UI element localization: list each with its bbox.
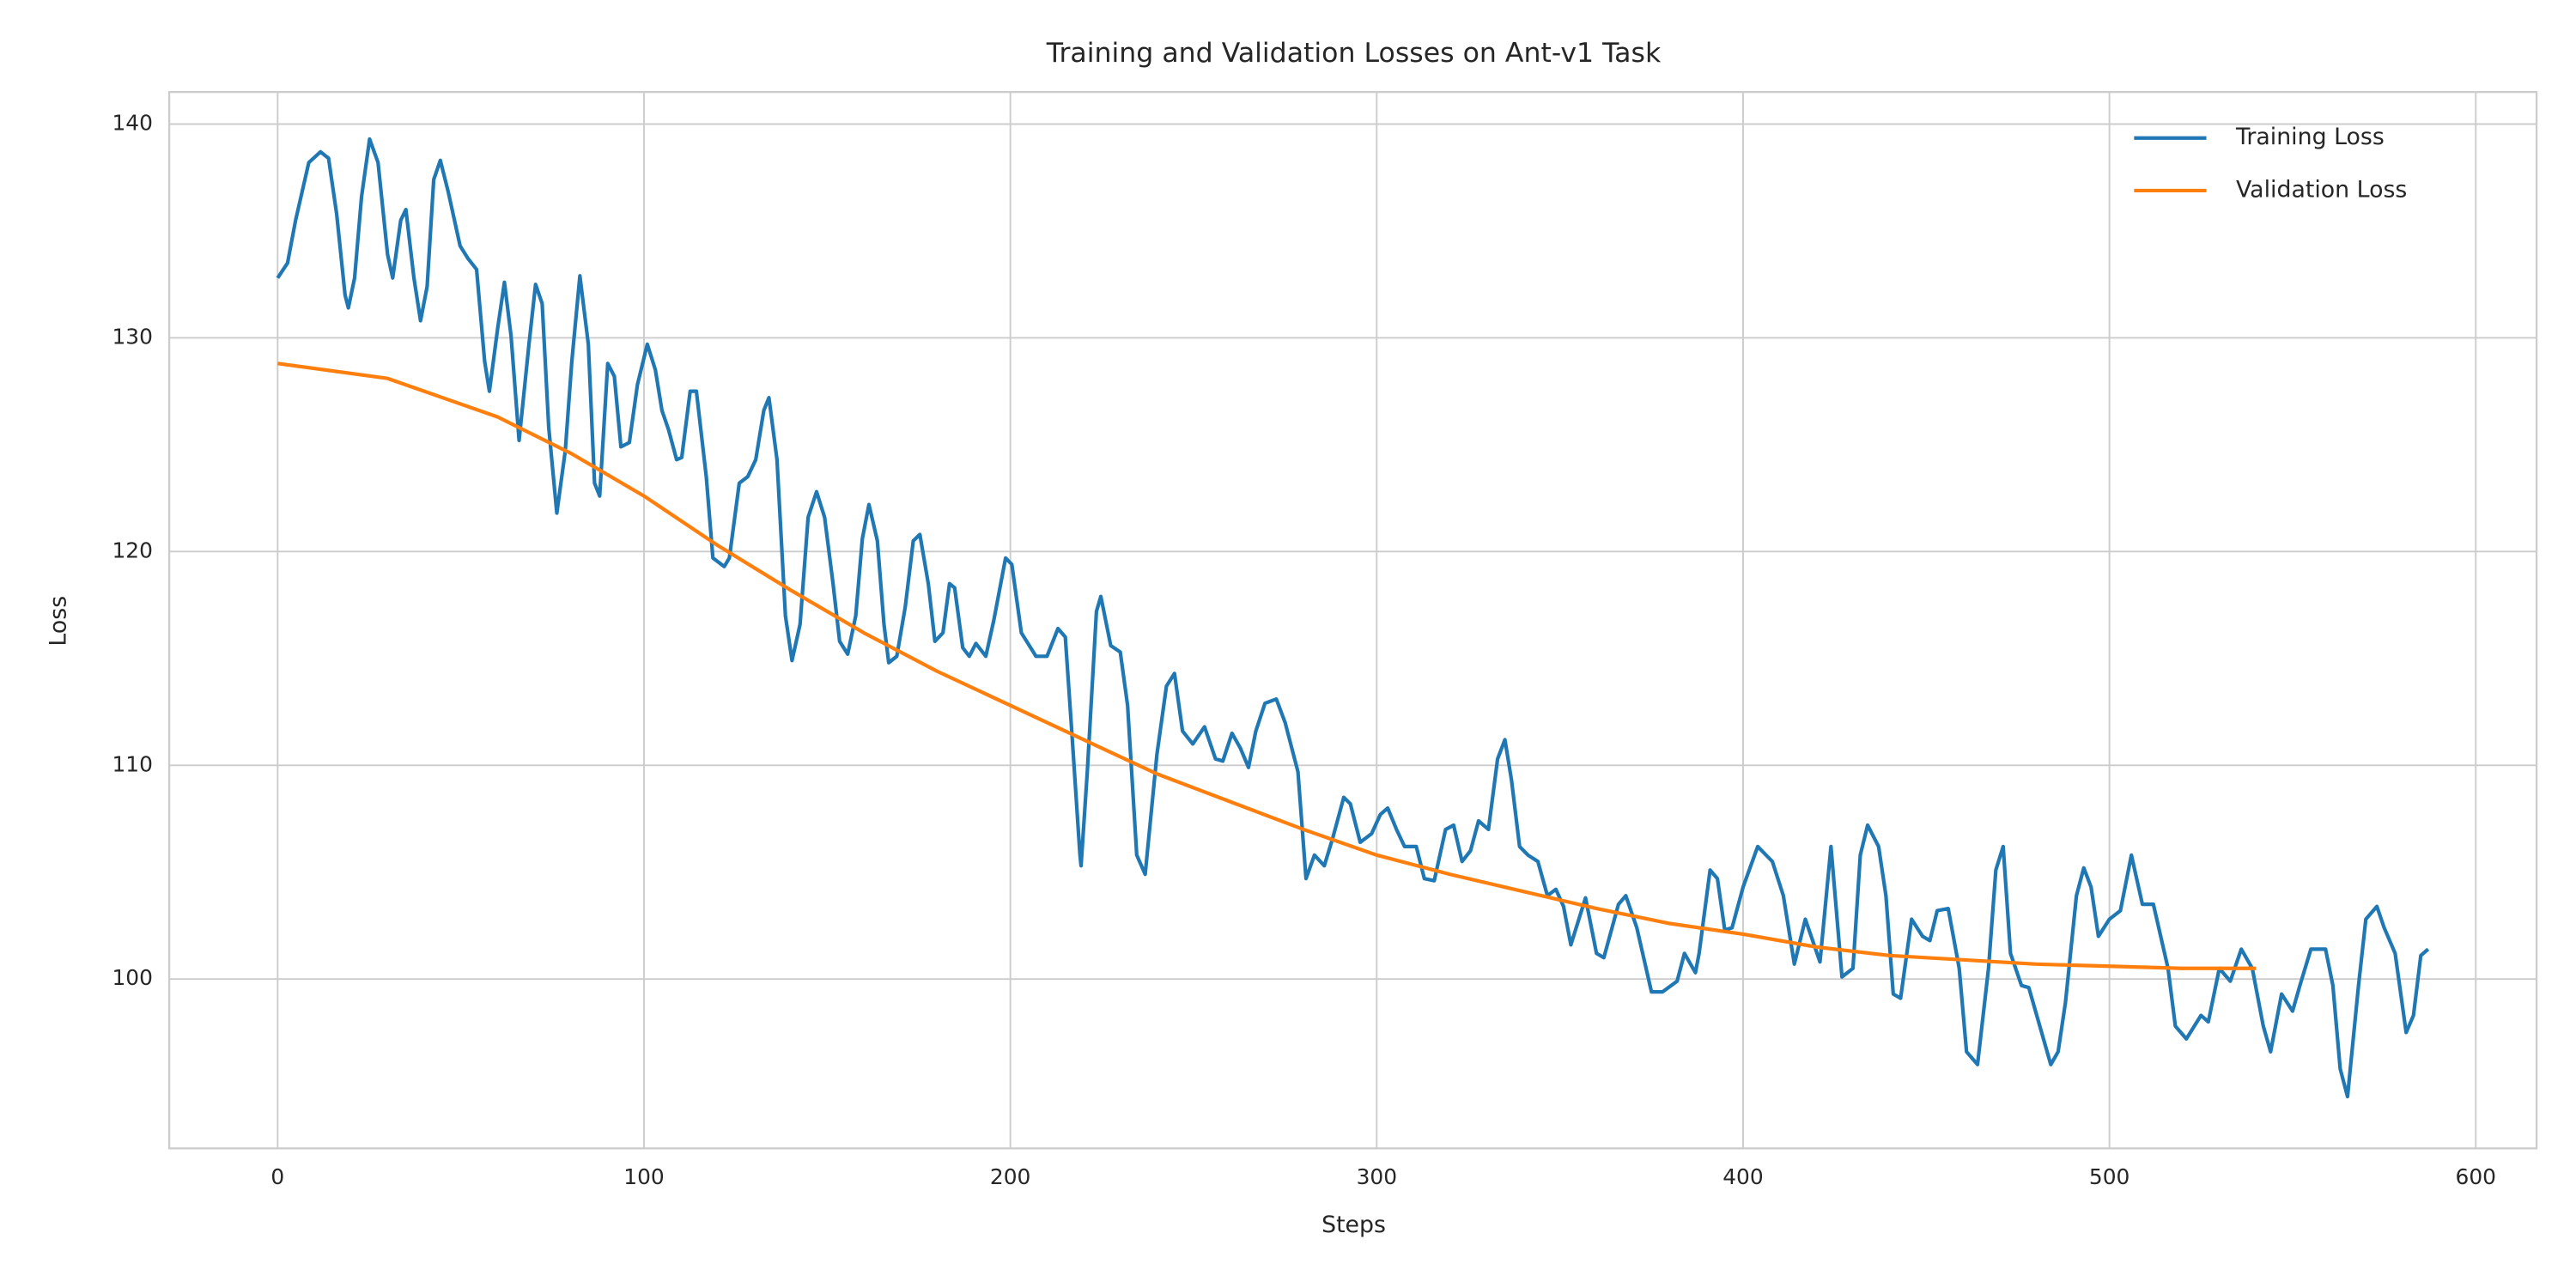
x-tick-label: 0 xyxy=(270,1164,284,1189)
y-tick-label: 130 xyxy=(112,324,152,349)
line xyxy=(277,361,2257,970)
y-tick-label: 100 xyxy=(112,965,152,990)
legend-label: Validation Loss xyxy=(2236,176,2407,203)
y-axis-label: Loss xyxy=(45,596,71,647)
x-tick-label: 300 xyxy=(1357,1164,1397,1189)
x-tick-label: 400 xyxy=(1722,1164,1763,1189)
legend-label: Training Loss xyxy=(2235,124,2385,150)
plot-frame xyxy=(167,90,2538,1150)
chart-title: Training and Validation Losses on Ant-v1… xyxy=(1046,38,1662,69)
y-tick-label: 120 xyxy=(112,538,152,562)
x-axis-label: Steps xyxy=(1321,1212,1386,1238)
x-tick-label: 600 xyxy=(2456,1164,2496,1189)
y-tick-label: 110 xyxy=(112,751,152,776)
line xyxy=(276,137,2430,1099)
x-tick-label: 200 xyxy=(990,1164,1030,1189)
x-tick-label: 500 xyxy=(2089,1164,2129,1189)
y-tick-label: 140 xyxy=(112,110,152,135)
x-tick-label: 100 xyxy=(623,1164,664,1189)
